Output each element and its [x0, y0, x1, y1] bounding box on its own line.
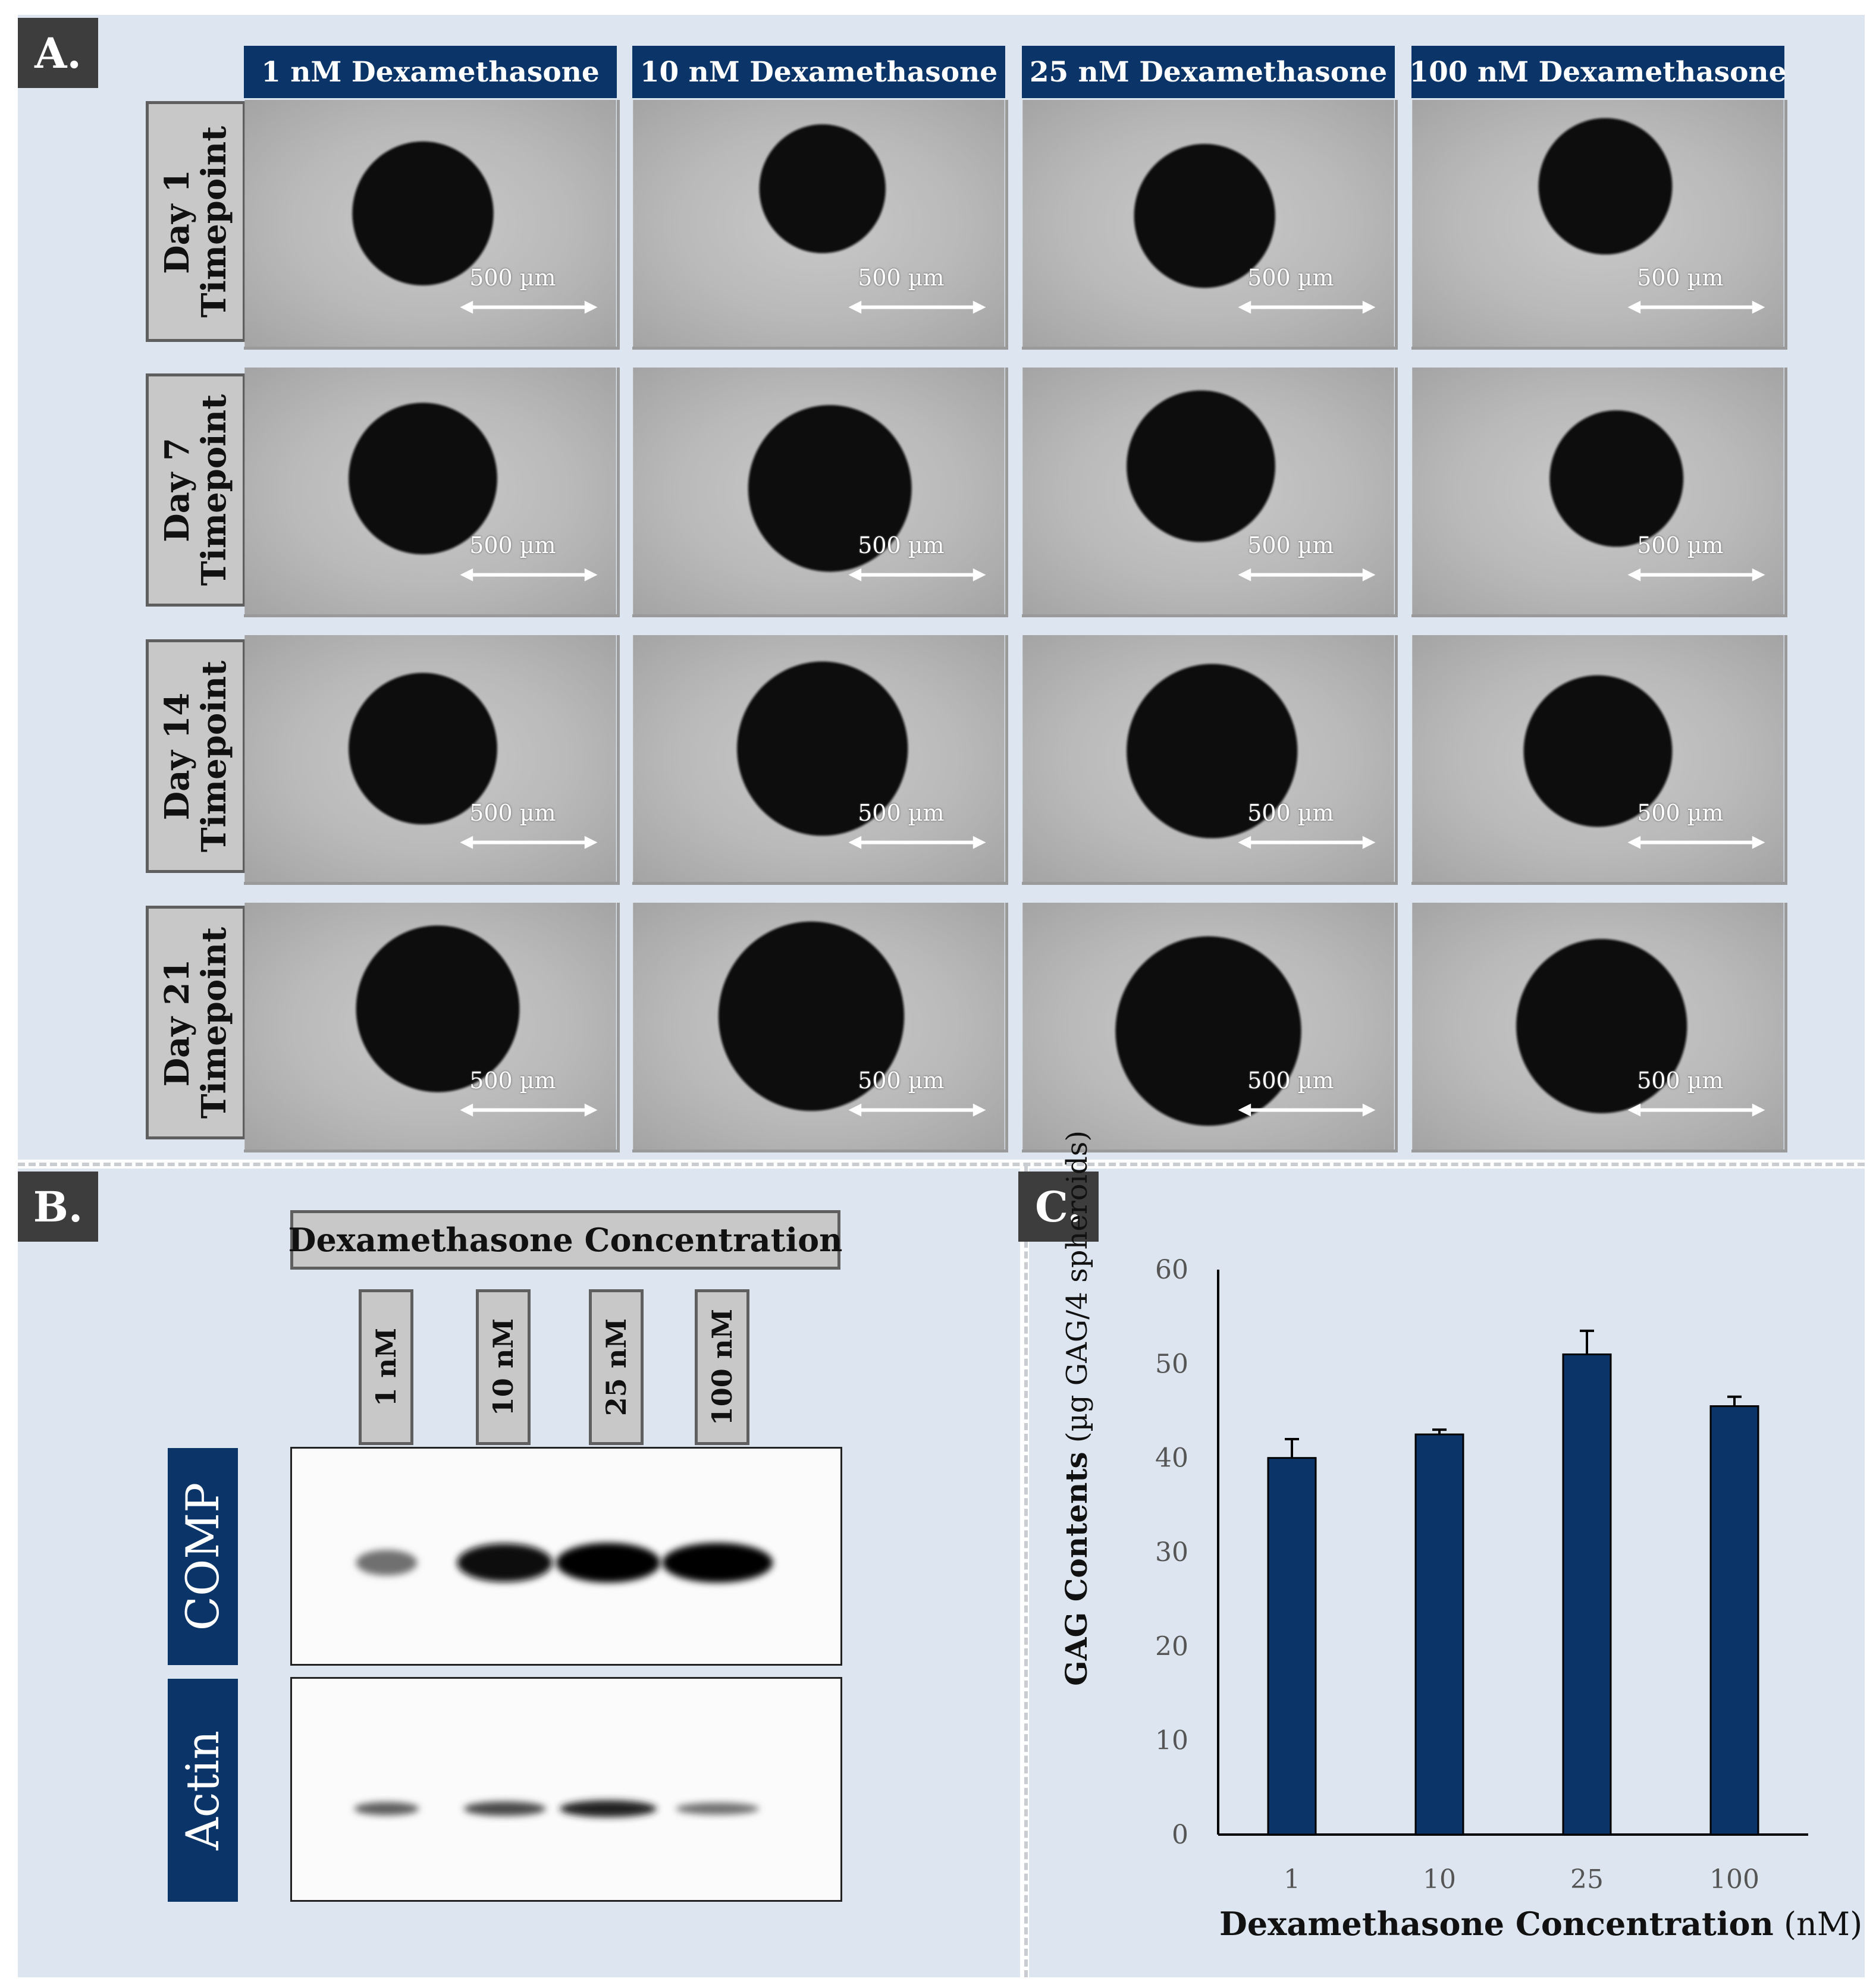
scale-bar-label: 500 µm: [469, 265, 556, 291]
scale-bar-label: 500 µm: [858, 800, 945, 827]
micrograph-day21-25nm: 500 µm: [1022, 903, 1398, 1152]
micrograph-day14-100nm: 500 µm: [1411, 635, 1787, 885]
spheroid: [352, 141, 494, 285]
lane-label-1nm: 1 nM: [359, 1289, 413, 1445]
spheroid: [349, 403, 497, 555]
blot-band: [676, 1802, 760, 1815]
column-header-10nm: 10 nM Dexamethasone: [632, 46, 1005, 98]
scale-bar-label: 500 µm: [469, 1067, 556, 1094]
divider-vertical: [1024, 1166, 1028, 1977]
chart-y-axis-label: GAG Contents (µg GAG/4 spheroids): [1059, 1130, 1094, 1686]
spheroid: [1538, 118, 1673, 255]
blot-band: [354, 1802, 419, 1816]
y-tick-label: 30: [1155, 1537, 1188, 1568]
scale-bar-label: 500 µm: [858, 265, 945, 291]
blot-band: [560, 1800, 657, 1817]
spheroid: [718, 921, 905, 1111]
bar-10: [1414, 1433, 1464, 1836]
micrograph-day7-100nm: 500 µm: [1411, 368, 1787, 617]
chart-x-axis-label: Dexamethasone Concentration (nM): [1219, 1905, 1863, 1943]
spheroid: [1134, 144, 1275, 288]
protein-label-comp: COMP: [168, 1448, 238, 1665]
micrograph-day14-10nm: 500 µm: [632, 635, 1008, 885]
micrograph-day21-10nm: 500 µm: [632, 903, 1008, 1152]
blot-band: [457, 1543, 553, 1582]
blot-actin: [290, 1677, 842, 1902]
blot-band: [662, 1543, 773, 1583]
panel-a-letter: A.: [18, 18, 98, 88]
gag-bar-chart: 0 10 20 30 40 50 60 1 10 25 100 GAG Contents (µg G…: [1029, 1130, 1865, 1977]
micrograph-day14-1nm: 500 µm: [244, 635, 620, 885]
spheroid: [1549, 410, 1684, 547]
lane-label-25nm: 25 nM: [589, 1289, 644, 1445]
scale-bar-label: 500 µm: [1637, 265, 1724, 291]
scale-bar-label: 500 µm: [858, 1067, 945, 1094]
protein-label-actin: Actin: [168, 1679, 238, 1902]
micrograph-day1-25nm: 500 µm: [1022, 100, 1398, 350]
column-header-25nm: 25 nM Dexamethasone: [1022, 46, 1395, 98]
micrograph-day7-1nm: 500 µm: [244, 368, 620, 617]
scale-bar-label: 500 µm: [1637, 800, 1724, 827]
y-tick-label: 0: [1172, 1820, 1188, 1850]
y-tick-label: 60: [1155, 1255, 1188, 1285]
scale-bar-label: 500 µm: [858, 532, 945, 559]
scale-bar-label: 500 µm: [469, 532, 556, 559]
x-tick-label: 100: [1709, 1864, 1759, 1895]
row-label-day-7: Day 7 Timepoint: [146, 373, 246, 607]
x-tick-label: 25: [1570, 1864, 1604, 1895]
panel-b-letter: B.: [18, 1172, 98, 1242]
bar-1: [1267, 1457, 1317, 1836]
spheroid: [737, 661, 908, 836]
scale-bar-label: 500 µm: [1247, 532, 1334, 559]
column-header-1nm: 1 nM Dexamethasone: [244, 46, 617, 98]
chart-svg: 0 10 20 30 40 50 60 1 10 25 100: [1155, 1255, 1808, 1895]
blot-comp: [290, 1447, 842, 1666]
spheroid: [349, 673, 497, 825]
y-tick-label: 40: [1155, 1443, 1188, 1474]
spheroid: [1115, 936, 1301, 1126]
y-tick-label: 10: [1155, 1726, 1188, 1756]
lane-label-10nm: 10 nM: [476, 1289, 531, 1445]
lane-label-100nm: 100 nM: [695, 1289, 749, 1445]
scale-bar-label: 500 µm: [469, 800, 556, 827]
x-tick-label: 1: [1284, 1864, 1300, 1895]
scale-bar-label: 500 µm: [1247, 800, 1334, 827]
spheroid: [759, 124, 886, 253]
bar-100: [1709, 1405, 1759, 1836]
y-tick-label: 20: [1155, 1631, 1188, 1662]
panel-c-letter: C.: [1018, 1172, 1099, 1242]
row-label-day-21: Day 21 Timepoint: [146, 906, 246, 1139]
micrograph-day1-10nm: 500 µm: [632, 100, 1008, 350]
blot-header: Dexamethasone Concentration: [288, 1210, 842, 1270]
spheroid: [748, 405, 912, 572]
micrograph-day7-10nm: 500 µm: [632, 368, 1008, 617]
x-tick-label: 10: [1423, 1864, 1456, 1895]
column-header-100nm: 100 nM Dexamethasone: [1409, 46, 1787, 98]
blot-band: [556, 1543, 660, 1583]
micrograph-day21-1nm: 500 µm: [244, 903, 620, 1152]
scale-bar-label: 500 µm: [1247, 265, 1334, 291]
spheroid: [356, 925, 520, 1092]
spheroid: [1127, 390, 1275, 542]
scale-bar-label: 500 µm: [1637, 1067, 1724, 1094]
scale-bar-label: 500 µm: [1637, 532, 1724, 559]
divider-horizontal: [18, 1163, 1865, 1166]
blot-band: [463, 1801, 546, 1816]
row-label-day-1: Day 1 Timepoint: [146, 101, 246, 342]
micrograph-day1-1nm: 500 µm: [244, 100, 620, 350]
row-label-day-14: Day 14 Timepoint: [146, 639, 246, 873]
spheroid: [1127, 664, 1298, 838]
bar-25: [1562, 1353, 1612, 1836]
scale-bar-label: 500 µm: [1247, 1067, 1334, 1094]
micrograph-day7-25nm: 500 µm: [1022, 368, 1398, 617]
micrograph-day14-25nm: 500 µm: [1022, 635, 1398, 885]
micrograph-day21-100nm: 500 µm: [1411, 903, 1787, 1152]
blot-band: [356, 1550, 418, 1576]
spheroid: [1523, 675, 1673, 827]
micrograph-day1-100nm: 500 µm: [1411, 100, 1787, 350]
spheroid: [1516, 938, 1687, 1114]
y-tick-label: 50: [1155, 1349, 1188, 1379]
